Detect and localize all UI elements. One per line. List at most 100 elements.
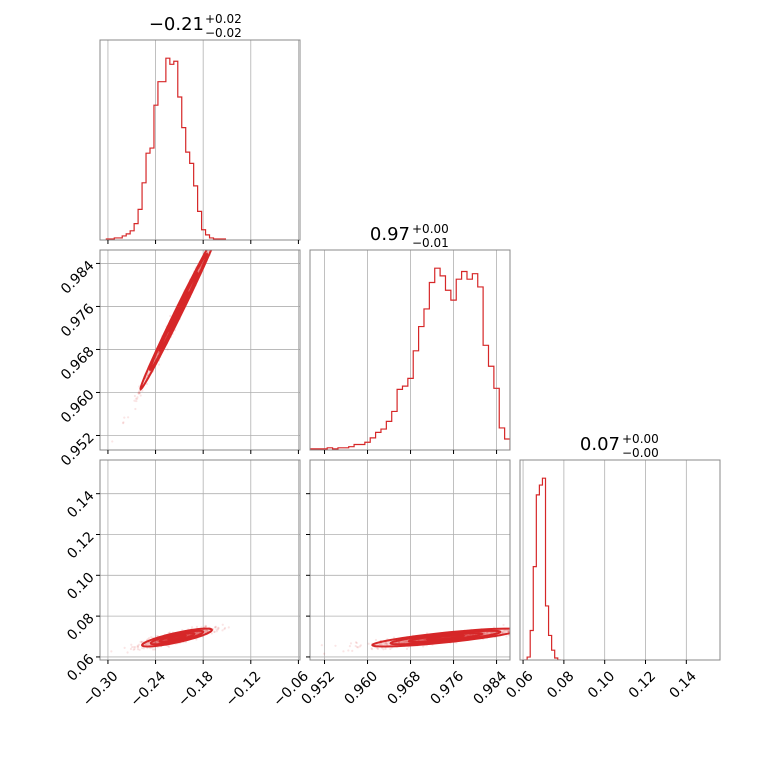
sample-point [133, 399, 136, 402]
panel-title-x: −0.21 [149, 14, 204, 35]
sample-point [377, 647, 380, 650]
sample-point [211, 245, 213, 247]
x-tick-label: 0.976 [427, 668, 467, 708]
sample-point [320, 644, 323, 647]
panel-title-z: 0.07 [580, 434, 620, 455]
y-vs-z-panel [306, 459, 542, 664]
sample-point [195, 625, 199, 629]
sample-point [406, 640, 409, 643]
sample-point [215, 630, 218, 633]
sample-point [146, 638, 149, 641]
sample-point [136, 397, 139, 400]
sample-point [504, 629, 507, 632]
sample-point [482, 631, 485, 634]
x-tick-label: 0.14 [667, 668, 700, 701]
sample-point [155, 641, 158, 644]
x-tick-label: 0.08 [544, 668, 577, 701]
sample-point [148, 636, 151, 640]
sample-point [405, 647, 409, 650]
sample-point [164, 639, 167, 642]
sample-point [218, 231, 220, 233]
sample-point [136, 396, 139, 399]
sample-point [513, 634, 515, 636]
sample-point [165, 638, 168, 642]
sample-point [135, 399, 138, 403]
sample-point [208, 248, 210, 250]
sample-point [374, 638, 378, 642]
sample-point [512, 629, 514, 631]
sample-point [513, 629, 515, 631]
sample-point [205, 629, 208, 632]
sample-point [166, 644, 169, 648]
sample-point [351, 649, 354, 653]
x-tick-label: 0.960 [341, 668, 381, 708]
sample-point [513, 630, 515, 632]
sample-point [535, 629, 537, 631]
sample-point [152, 648, 155, 651]
sample-point [137, 392, 140, 395]
sample-point [334, 644, 337, 647]
y-tick-label: 0.10 [64, 570, 97, 603]
sample-point [507, 634, 510, 637]
sample-point [155, 640, 159, 644]
sample-point [385, 642, 388, 645]
sample-point [142, 647, 145, 650]
panel-title-y: 0.97 [370, 224, 410, 245]
histogram-steps [310, 267, 510, 450]
sample-point [140, 640, 143, 643]
sample-point [138, 385, 141, 388]
sample-point [213, 630, 216, 634]
sample-point [505, 635, 508, 638]
sample-point [206, 630, 209, 633]
sample-point [127, 416, 130, 419]
sample-point [465, 634, 469, 637]
sample-point [512, 629, 514, 631]
axes-frame [309, 249, 511, 451]
sample-point [507, 629, 510, 633]
sample-point [354, 644, 357, 648]
sample-point [357, 646, 360, 649]
sample-point [141, 389, 144, 392]
sample-point [213, 630, 216, 633]
sample-point [515, 628, 517, 630]
y-tick-label: 0.06 [64, 651, 97, 684]
sample-point [145, 643, 149, 646]
sample-point [355, 645, 359, 649]
sample-point [238, 186, 240, 188]
sample-point [521, 629, 523, 631]
sample-point [403, 641, 406, 644]
sample-point [130, 646, 134, 649]
sample-point [216, 225, 218, 227]
sample-point [382, 648, 385, 651]
sample-point [423, 638, 427, 641]
sample-point [405, 640, 408, 643]
sample-point [540, 628, 542, 630]
title-y-minus: −0.01 [412, 236, 449, 250]
sample-point [167, 645, 171, 649]
axes-frame [309, 459, 511, 661]
contour-level [425, 634, 466, 641]
sample-point [397, 641, 401, 644]
sample-point [526, 628, 528, 630]
axes-frame [99, 459, 301, 661]
sample-point [137, 392, 140, 395]
sample-point [126, 651, 129, 654]
sample-point [221, 623, 224, 626]
sample-point [138, 648, 141, 651]
sample-point [208, 245, 210, 247]
sample-point [212, 243, 214, 245]
sample-point [136, 645, 139, 648]
sample-point [153, 648, 156, 651]
sample-point [132, 645, 135, 649]
sample-point [216, 628, 220, 631]
sample-point [506, 629, 509, 632]
sample-point [136, 644, 139, 647]
sample-point [215, 628, 218, 631]
sample-point [195, 638, 198, 641]
histogram-steps [105, 57, 226, 240]
x-tick-label: 0.968 [384, 668, 424, 708]
sample-point [145, 643, 148, 646]
sample-point [501, 631, 505, 634]
title-y-plus: +0.00 [412, 222, 449, 236]
sample-point [223, 215, 225, 217]
